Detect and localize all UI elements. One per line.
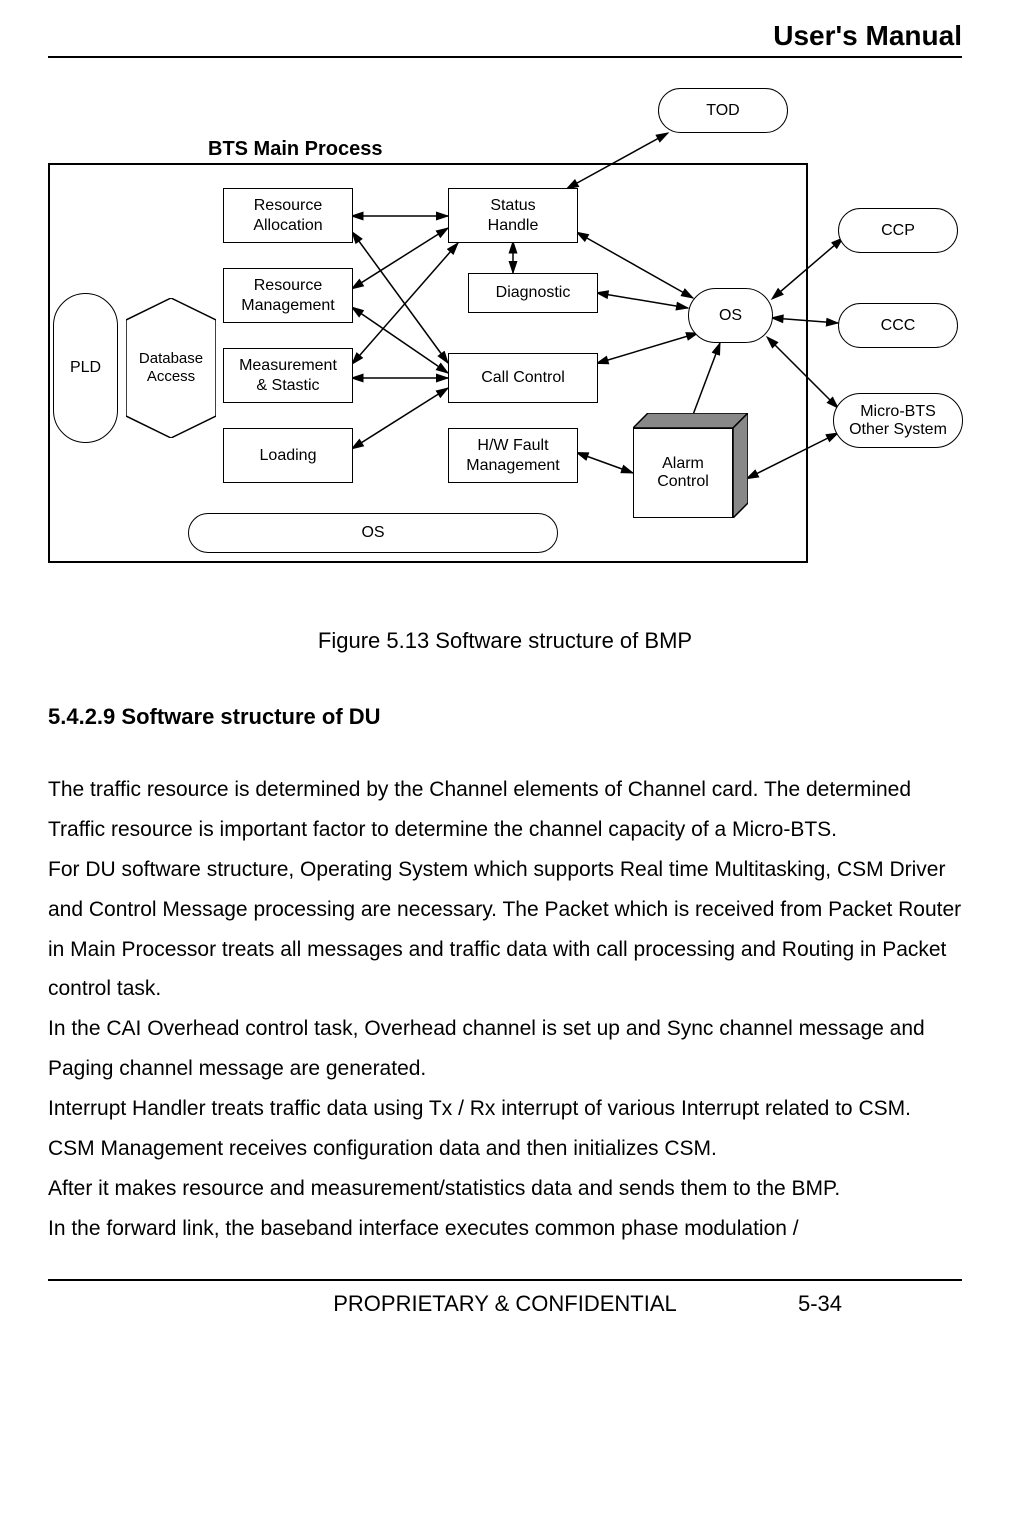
node-alarm-control: AlarmControl xyxy=(633,413,748,518)
footer-page-number: 5-34 xyxy=(798,1291,842,1317)
body-paragraph: Interrupt Handler treats traffic data us… xyxy=(48,1089,962,1129)
node-resource-management: ResourceManagement xyxy=(223,268,353,323)
page-footer: PROPRIETARY & CONFIDENTIAL 5-34 xyxy=(48,1279,962,1319)
node-micro-bts: Micro-BTSOther System xyxy=(833,393,963,448)
node-tod: TOD xyxy=(658,88,788,133)
section-heading: 5.4.2.9 Software structure of DU xyxy=(48,704,962,730)
figure-caption: Figure 5.13 Software structure of BMP xyxy=(48,628,962,654)
body-paragraph: In the forward link, the baseband interf… xyxy=(48,1209,962,1249)
diagram-bmp-structure: BTS Main Process DatabaseAccess ResourceA… xyxy=(48,78,962,598)
body-paragraph: For DU software structure, Operating Sys… xyxy=(48,850,962,1010)
node-label: AlarmControl xyxy=(633,428,733,518)
node-loading: Loading xyxy=(223,428,353,483)
node-pld: PLD xyxy=(53,293,118,443)
node-diagnostic: Diagnostic xyxy=(468,273,598,313)
page: User's Manual BTS Main Process DatabaseA… xyxy=(0,0,1010,1349)
diagram-title: BTS Main Process xyxy=(208,138,383,161)
page-header: User's Manual xyxy=(48,20,962,58)
body-paragraph: CSM Management receives configuration da… xyxy=(48,1129,962,1169)
node-resource-allocation: ResourceAllocation xyxy=(223,188,353,243)
node-os-bottom: OS xyxy=(188,513,558,553)
node-ccc: CCC xyxy=(838,303,958,348)
body-paragraph: The traffic resource is determined by th… xyxy=(48,770,962,850)
node-database-access: DatabaseAccess xyxy=(126,298,216,438)
body-text: The traffic resource is determined by th… xyxy=(48,770,962,1249)
body-paragraph: After it makes resource and measurement/… xyxy=(48,1169,962,1209)
node-hw-fault: H/W FaultManagement xyxy=(448,428,578,483)
node-label: DatabaseAccess xyxy=(126,350,216,386)
header-title: User's Manual xyxy=(773,20,962,51)
node-measurement-stastic: Measurement& Stastic xyxy=(223,348,353,403)
node-os-right: OS xyxy=(688,288,773,343)
node-call-control: Call Control xyxy=(448,353,598,403)
footer-center: PROPRIETARY & CONFIDENTIAL xyxy=(333,1291,677,1317)
body-paragraph: In the CAI Overhead control task, Overhe… xyxy=(48,1009,962,1089)
node-ccp: CCP xyxy=(838,208,958,253)
node-status-handle: StatusHandle xyxy=(448,188,578,243)
